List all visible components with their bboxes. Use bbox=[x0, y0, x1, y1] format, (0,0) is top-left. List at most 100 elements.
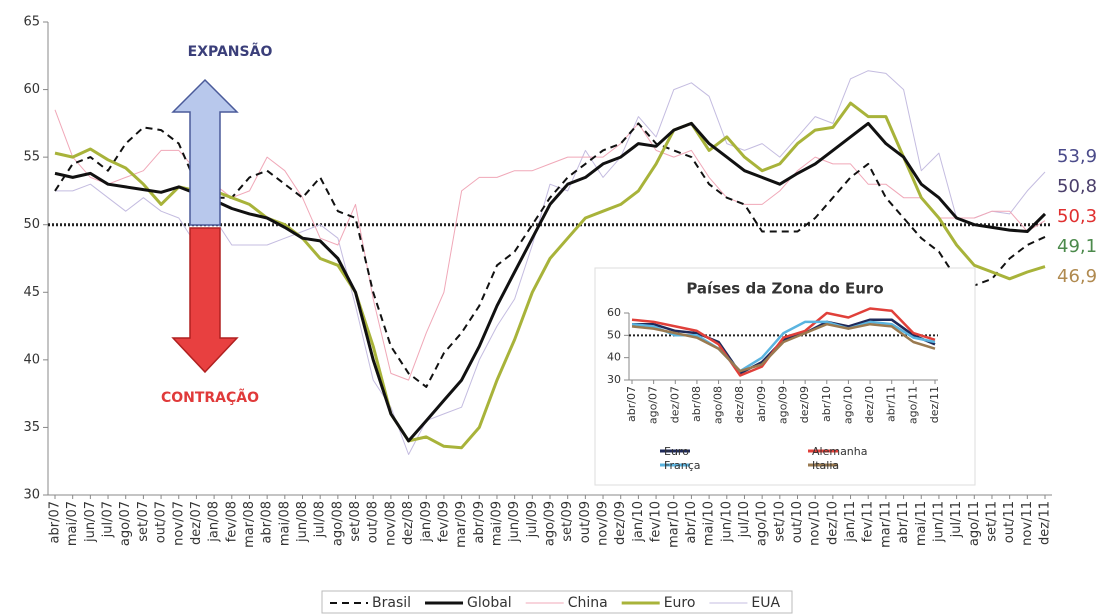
x-tick-label: jun/09 bbox=[507, 501, 522, 543]
x-tick-label: nov/07 bbox=[171, 501, 186, 546]
x-tick-label: nov/08 bbox=[383, 501, 398, 546]
y-tick-label: 55 bbox=[23, 150, 40, 165]
y-tick-label: 30 bbox=[23, 488, 40, 503]
x-tick-label: jan/11 bbox=[843, 501, 858, 543]
annotation: CONTRAÇÃO bbox=[161, 389, 259, 406]
x-tick-label: jan/09 bbox=[419, 501, 434, 543]
x-tick-label: abr/08 bbox=[260, 501, 275, 544]
x-tick-label: set/07 bbox=[136, 501, 151, 542]
y-tick-label: 65 bbox=[23, 15, 40, 30]
x-tick-label: ago/09 bbox=[543, 501, 558, 546]
x-tick-label: set/09 bbox=[560, 501, 575, 542]
x-tick-label: nov/10 bbox=[808, 501, 823, 546]
legend-label: Brasil bbox=[372, 595, 411, 611]
x-tick-label: ago/07 bbox=[647, 386, 660, 424]
x-tick-label: dez/11 bbox=[928, 386, 941, 423]
x-tick-label: dez/11 bbox=[1038, 501, 1053, 545]
x-tick-label: ago/11 bbox=[906, 386, 919, 424]
x-tick-label: ago/09 bbox=[777, 386, 790, 424]
x-tick-label: out/08 bbox=[366, 501, 381, 543]
x-tick-label: mar/09 bbox=[454, 501, 469, 548]
x-tick-label: abr/10 bbox=[820, 386, 833, 422]
arrows: EXPANSÃO CONTRAÇÃO bbox=[161, 43, 272, 406]
x-tick-label: set/10 bbox=[772, 501, 787, 542]
x-tick-label: fev/08 bbox=[224, 501, 239, 542]
y-tick-label: 50 bbox=[23, 217, 40, 232]
x-tick-label: set/11 bbox=[984, 501, 999, 542]
x-tick-label: dez/08 bbox=[401, 501, 416, 545]
legend-label: Alemanha bbox=[812, 445, 868, 458]
x-tick-label: jul/11 bbox=[949, 501, 964, 538]
x-tick-label: jul/10 bbox=[737, 501, 752, 538]
x-tick-label: dez/10 bbox=[825, 501, 840, 545]
x-tick-label: jun/10 bbox=[719, 501, 734, 543]
x-tick-label: abr/11 bbox=[896, 501, 911, 544]
end-label: 46,9 bbox=[1057, 266, 1097, 287]
end-label: 50,3 bbox=[1057, 206, 1097, 227]
y-tick-label: 40 bbox=[607, 351, 621, 364]
expansion-arrow bbox=[171, 78, 239, 226]
x-tick-label: dez/07 bbox=[668, 386, 681, 423]
series-line bbox=[632, 318, 936, 375]
x-tick-label: mar/10 bbox=[666, 501, 681, 548]
x-tick-label: dez/08 bbox=[733, 386, 746, 423]
x-tick-label: jun/11 bbox=[931, 501, 946, 543]
series-line bbox=[631, 322, 936, 373]
x-tick-label: mai/10 bbox=[702, 501, 717, 546]
x-tick-label: jul/07 bbox=[101, 501, 116, 538]
x-tick-label: mai/09 bbox=[489, 501, 504, 546]
x-tick-label: abr/07 bbox=[48, 501, 63, 544]
x-tick-label: abr/11 bbox=[885, 386, 898, 422]
x-tick-label: out/07 bbox=[154, 501, 169, 543]
y-tick-label: 35 bbox=[23, 420, 40, 435]
x-tick-label: nov/11 bbox=[1020, 501, 1035, 546]
x-tick-label: fev/10 bbox=[649, 501, 664, 542]
x-tick-label: nov/09 bbox=[596, 501, 611, 546]
x-tick-label: jun/07 bbox=[83, 501, 98, 543]
x-tick-label: ago/07 bbox=[118, 501, 133, 546]
y-tick-label: 45 bbox=[23, 285, 40, 300]
x-tick-label: out/09 bbox=[578, 501, 593, 543]
series-line bbox=[55, 70, 1046, 455]
x-tick-label: ago/10 bbox=[841, 386, 854, 424]
inset-chart: Países da Zona do Euro 30 40 50 60 abr/07 ago… bbox=[594, 267, 976, 486]
x-tick-label: abr/09 bbox=[755, 386, 768, 422]
x-tick-label: abr/09 bbox=[472, 501, 487, 544]
x-tick-label: dez/09 bbox=[613, 501, 628, 545]
x-tick-label: jul/09 bbox=[525, 501, 540, 538]
x-tick-label: ago/08 bbox=[330, 501, 345, 546]
y-tick-label: 60 bbox=[607, 306, 621, 319]
end-label: 53,9 bbox=[1057, 146, 1097, 167]
x-tick-label: jul/08 bbox=[313, 501, 328, 538]
y-tick-label: 30 bbox=[607, 373, 621, 386]
x-tick-label: mar/08 bbox=[242, 501, 257, 548]
inset-frame bbox=[594, 267, 976, 486]
legend-label: Euro bbox=[664, 595, 696, 611]
end-label: 50,8 bbox=[1057, 176, 1097, 197]
end-label: 49,1 bbox=[1057, 236, 1097, 257]
x-tick-label: ago/11 bbox=[967, 501, 982, 546]
x-tick-label: ago/08 bbox=[712, 386, 725, 424]
x-tick-label: mai/11 bbox=[914, 501, 929, 546]
contraction-arrow bbox=[171, 227, 239, 374]
x-tick-label: dez/09 bbox=[798, 386, 811, 423]
x-tick-label: out/10 bbox=[790, 501, 805, 543]
x-tick-label: abr/07 bbox=[625, 386, 638, 422]
legend: Brasil Global China Euro EUA bbox=[321, 590, 793, 614]
annotation: EXPANSÃO bbox=[188, 43, 273, 60]
legend-label: França bbox=[664, 459, 701, 472]
legend-frame bbox=[321, 590, 793, 614]
legend-label: Global bbox=[467, 595, 512, 611]
x-tick-label: jun/08 bbox=[295, 501, 310, 543]
y-tick-label: 50 bbox=[607, 328, 621, 341]
legend-label: China bbox=[568, 595, 608, 611]
x-tick-label: mar/11 bbox=[878, 501, 893, 548]
legend-label: EUA bbox=[751, 595, 780, 611]
x-tick-label: mai/08 bbox=[277, 501, 292, 546]
x-tick-label: ago/10 bbox=[755, 501, 770, 546]
x-tick-label: set/08 bbox=[348, 501, 363, 542]
x-tick-label: abr/10 bbox=[684, 501, 699, 544]
x-tick-label: dez/10 bbox=[863, 386, 876, 423]
x-tick-label: jan/10 bbox=[631, 501, 646, 543]
